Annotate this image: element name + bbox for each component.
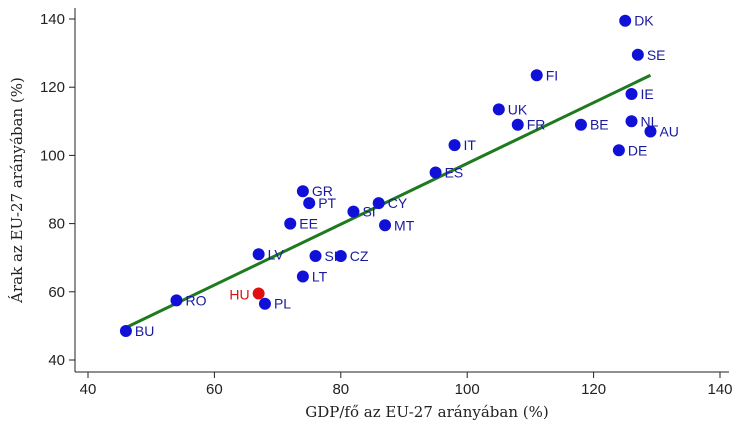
- data-point-uk: [492, 103, 505, 116]
- data-point-se: [631, 48, 644, 61]
- x-axis-title: GDP/fő az EU-27 arányában (%): [305, 403, 548, 421]
- y-tick-label: 120: [40, 79, 65, 96]
- data-point-fi: [530, 69, 543, 82]
- data-point-gr: [296, 185, 309, 198]
- point-label-mt: MT: [394, 217, 415, 233]
- point-label-it: IT: [464, 137, 477, 153]
- point-label-fr: FR: [527, 117, 546, 133]
- point-label-es: ES: [445, 164, 464, 180]
- point-label-lt: LT: [312, 268, 328, 284]
- data-point-nl: [625, 115, 638, 128]
- point-label-ee: EE: [299, 216, 318, 232]
- data-point-be: [574, 118, 587, 131]
- point-label-ro: RO: [185, 292, 206, 308]
- y-tick-label: 40: [48, 352, 65, 369]
- point-label-bu: BU: [135, 323, 154, 339]
- point-label-uk: UK: [508, 101, 528, 117]
- data-point-si: [347, 205, 360, 218]
- x-tick-label: 120: [581, 381, 606, 398]
- data-point-cy: [372, 197, 385, 210]
- point-label-fi: FI: [546, 67, 558, 83]
- data-point-ro: [170, 294, 183, 307]
- fit-line-group: [125, 73, 652, 329]
- fit-line: [125, 73, 652, 329]
- point-label-be: BE: [590, 117, 609, 133]
- point-label-se: SE: [647, 47, 666, 63]
- data-point-fr: [511, 118, 524, 131]
- y-tick-label: 60: [48, 284, 65, 301]
- data-point-lt: [296, 270, 309, 283]
- data-point-pt: [303, 197, 316, 210]
- point-label-ie: IE: [641, 86, 654, 102]
- y-tick-label: 100: [40, 147, 65, 164]
- point-label-nl: NL: [641, 113, 659, 129]
- x-tick-label: 40: [80, 381, 97, 398]
- point-label-si: SI: [362, 204, 375, 220]
- data-point-cz: [334, 249, 347, 262]
- data-point-sk: [309, 249, 322, 262]
- point-label-pl: PL: [274, 296, 291, 312]
- y-axis-title: Árak az EU-27 arányában (%): [8, 77, 26, 304]
- point-label-gr: GR: [312, 183, 333, 199]
- data-point-mt: [379, 219, 392, 232]
- x-tick-label: 60: [206, 381, 223, 398]
- data-point-ee: [284, 217, 297, 230]
- y-tick-label: 80: [48, 216, 65, 233]
- axes: 40 60 80 100 120 140 40 60 80 100 120 140: [40, 8, 733, 398]
- data-point-au: [644, 125, 657, 138]
- x-tick-label: 80: [332, 381, 349, 398]
- point-label-de: DE: [628, 142, 647, 158]
- data-point-es: [429, 166, 442, 179]
- data-point-hu: [252, 287, 265, 300]
- data-point-lv: [252, 248, 265, 261]
- x-tick-label: 100: [455, 381, 480, 398]
- point-label-lv: LV: [268, 246, 285, 262]
- data-point-ie: [625, 88, 638, 101]
- point-label-cz: CZ: [350, 248, 369, 264]
- point-label-hu: HU: [229, 287, 249, 303]
- point-label-dk: DK: [634, 13, 654, 29]
- point-label-au: AU: [659, 124, 678, 140]
- data-point-bu: [119, 325, 132, 338]
- x-tick-label: 140: [707, 381, 732, 398]
- data-point-pl: [258, 297, 271, 310]
- point-label-pt: PT: [318, 195, 336, 211]
- data-point-it: [448, 139, 461, 152]
- y-tick-label: 140: [40, 11, 65, 28]
- point-label-cy: CY: [388, 195, 408, 211]
- data-point-de: [612, 144, 625, 157]
- data-point-dk: [619, 14, 632, 27]
